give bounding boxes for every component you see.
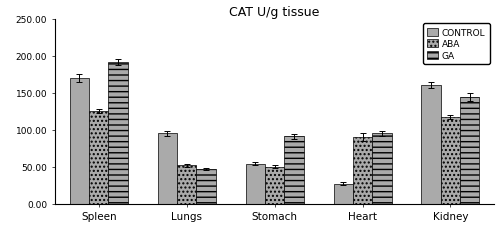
Bar	[284, 137, 304, 204]
Title: CAT U/g tissue: CAT U/g tissue	[230, 5, 320, 18]
Bar	[108, 63, 128, 204]
Bar	[246, 164, 265, 204]
Legend: CONTROL, ABA, GA: CONTROL, ABA, GA	[423, 24, 490, 65]
Bar	[372, 134, 392, 204]
Bar	[265, 167, 284, 204]
Bar	[158, 134, 177, 204]
Bar	[334, 184, 353, 204]
Bar	[89, 112, 108, 204]
Bar	[177, 165, 197, 204]
Bar	[460, 98, 479, 204]
Bar	[70, 79, 89, 204]
Bar	[353, 138, 372, 204]
Bar	[441, 118, 460, 204]
Bar	[196, 169, 216, 204]
Bar	[422, 85, 441, 204]
